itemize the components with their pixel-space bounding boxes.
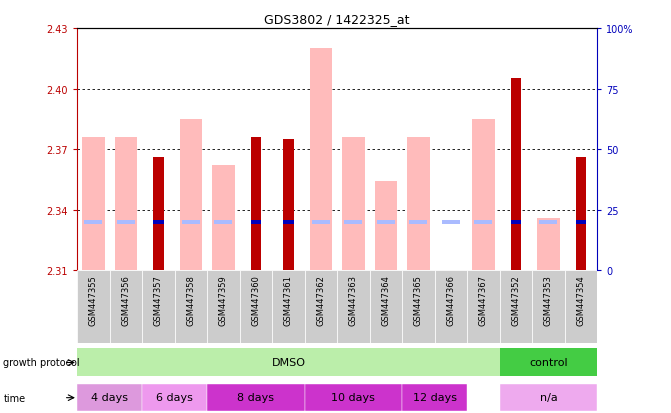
Text: GSM447352: GSM447352: [511, 274, 521, 325]
Bar: [182, 220, 200, 224]
Bar: [142, 384, 207, 411]
Bar: [312, 220, 330, 224]
Bar: [472, 119, 495, 271]
Bar: [283, 140, 294, 271]
Bar: [402, 384, 467, 411]
Text: DMSO: DMSO: [272, 357, 305, 368]
Bar: [539, 220, 558, 224]
Bar: [576, 158, 586, 271]
Bar: [207, 271, 240, 343]
Text: GSM447359: GSM447359: [219, 274, 228, 325]
Bar: [309, 49, 332, 271]
Bar: [370, 271, 402, 343]
Bar: [117, 220, 135, 224]
Text: 6 days: 6 days: [156, 392, 193, 403]
Text: GSM447360: GSM447360: [252, 274, 260, 325]
Text: n/a: n/a: [539, 392, 558, 403]
Bar: [283, 220, 294, 224]
Bar: [115, 138, 138, 271]
Bar: [407, 138, 430, 271]
Text: GSM447354: GSM447354: [576, 274, 585, 325]
Bar: [565, 271, 597, 343]
Text: time: time: [3, 393, 25, 403]
Bar: [251, 220, 261, 224]
Bar: [305, 271, 338, 343]
Bar: [576, 220, 586, 224]
Text: GSM447362: GSM447362: [317, 274, 325, 325]
Text: 10 days: 10 days: [331, 392, 375, 403]
Bar: [207, 384, 305, 411]
Bar: [474, 220, 493, 224]
Bar: [180, 119, 202, 271]
Bar: [82, 138, 105, 271]
Text: GSM447361: GSM447361: [284, 274, 293, 325]
Bar: [511, 220, 521, 224]
Bar: [153, 220, 164, 224]
Bar: [109, 271, 142, 343]
Bar: [77, 349, 500, 376]
Bar: [305, 384, 402, 411]
Bar: [338, 271, 370, 343]
Text: GSM447355: GSM447355: [89, 274, 98, 325]
Bar: [500, 271, 532, 343]
Bar: [240, 271, 272, 343]
Text: GSM447358: GSM447358: [187, 274, 195, 325]
Bar: [77, 384, 142, 411]
Bar: [532, 271, 565, 343]
Text: 4 days: 4 days: [91, 392, 128, 403]
Text: GSM447357: GSM447357: [154, 274, 163, 325]
Bar: [142, 271, 174, 343]
Bar: [77, 271, 109, 343]
Text: GSM447353: GSM447353: [544, 274, 553, 325]
Bar: [402, 271, 435, 343]
Text: control: control: [529, 357, 568, 368]
Bar: [174, 271, 207, 343]
Bar: [374, 182, 397, 271]
Text: GSM447366: GSM447366: [446, 274, 456, 325]
Text: GSM447365: GSM447365: [414, 274, 423, 325]
Bar: [85, 220, 103, 224]
Text: GSM447367: GSM447367: [479, 274, 488, 325]
Bar: [215, 220, 232, 224]
Bar: [537, 218, 560, 271]
Bar: [500, 349, 597, 376]
Bar: [377, 220, 395, 224]
Bar: [511, 79, 521, 271]
Bar: [467, 271, 500, 343]
Bar: [500, 384, 597, 411]
Text: 8 days: 8 days: [238, 392, 274, 403]
Bar: [251, 138, 261, 271]
Text: GSM447363: GSM447363: [349, 274, 358, 325]
Bar: [409, 220, 427, 224]
Bar: [272, 271, 305, 343]
Bar: [212, 166, 235, 271]
Bar: [442, 220, 460, 224]
Bar: [153, 158, 164, 271]
Text: 12 days: 12 days: [413, 392, 457, 403]
Bar: [342, 138, 365, 271]
Title: GDS3802 / 1422325_at: GDS3802 / 1422325_at: [264, 13, 410, 26]
Text: GSM447356: GSM447356: [121, 274, 130, 325]
Text: GSM447364: GSM447364: [381, 274, 391, 325]
Text: growth protocol: growth protocol: [3, 358, 80, 368]
Bar: [344, 220, 362, 224]
Bar: [435, 271, 467, 343]
